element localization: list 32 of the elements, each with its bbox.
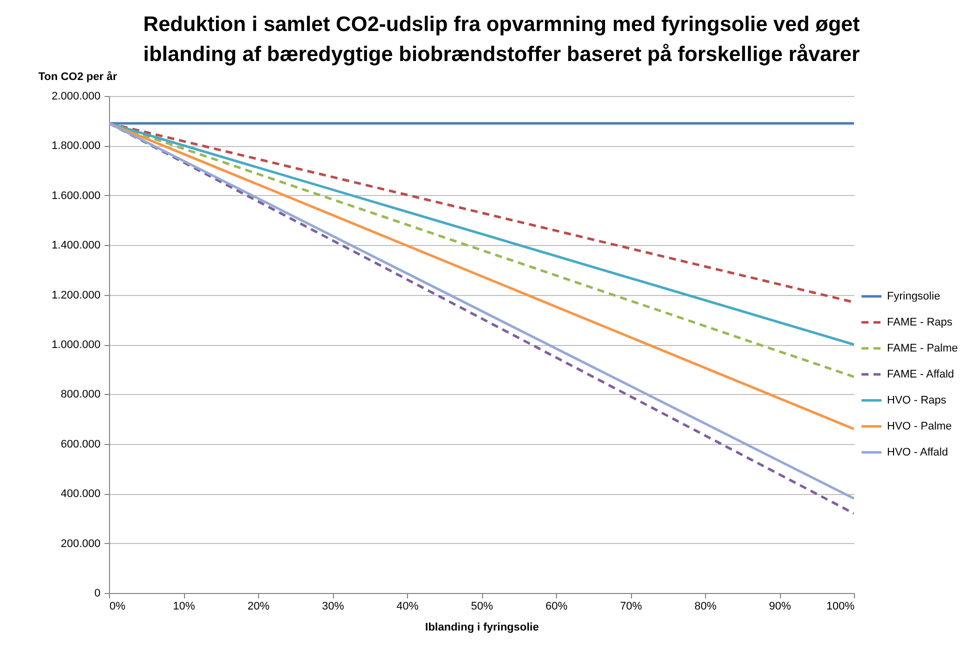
x-tick-label: 50%: [470, 600, 494, 612]
y-tick-label: 600.000: [60, 438, 100, 450]
legend-label: FAME - Palme: [887, 342, 958, 354]
y-tick-label: 800.000: [60, 388, 100, 401]
y-tick-label: 1.800.000: [52, 140, 100, 152]
chart-title: Reduktion i samlet CO2-udslip fra opvarmning med fyringsolie ved øget iblanding af bæredygtige biobrændstoffer baseret på forskellige råvarer: [143, 13, 860, 66]
legend-label: FAME - Affald: [887, 368, 954, 380]
x-tick-label: 30%: [322, 600, 344, 612]
y-tick-label: 1.600.000: [52, 190, 100, 202]
x-tick-label: 20%: [247, 600, 270, 612]
x-tick-label: 0%: [110, 600, 126, 612]
x-tick-label: 60%: [545, 600, 568, 612]
y-tick-label: 0: [94, 588, 100, 600]
x-tick-label: 10%: [172, 600, 196, 612]
legend-label: HVO - Palme: [887, 420, 952, 432]
x-tick-label: 100%: [826, 600, 855, 612]
legend-label: FAME - Raps: [887, 316, 953, 328]
x-tick-label: 70%: [620, 600, 642, 612]
y-axis-title: Ton CO2 per år: [38, 70, 118, 83]
y-tick-label: 2.000.000: [52, 90, 100, 102]
y-tick-label: 1.000.000: [52, 339, 100, 351]
x-tick-label: 80%: [694, 600, 717, 612]
x-axis-title: Iblanding i fyringsolie: [425, 622, 539, 634]
y-tick-label: 200.000: [60, 538, 100, 550]
legend-label: Fyringsolie: [887, 290, 940, 302]
x-tick-label: 90%: [768, 600, 792, 612]
legend-label: HVO - Affald: [887, 446, 948, 458]
y-tick-label: 1.200.000: [52, 289, 100, 302]
legend-label: HVO - Raps: [887, 394, 947, 406]
y-tick-label: 400.000: [60, 488, 100, 500]
y-tick-label: 1.400.000: [52, 240, 100, 252]
x-tick-label: 40%: [396, 600, 419, 612]
